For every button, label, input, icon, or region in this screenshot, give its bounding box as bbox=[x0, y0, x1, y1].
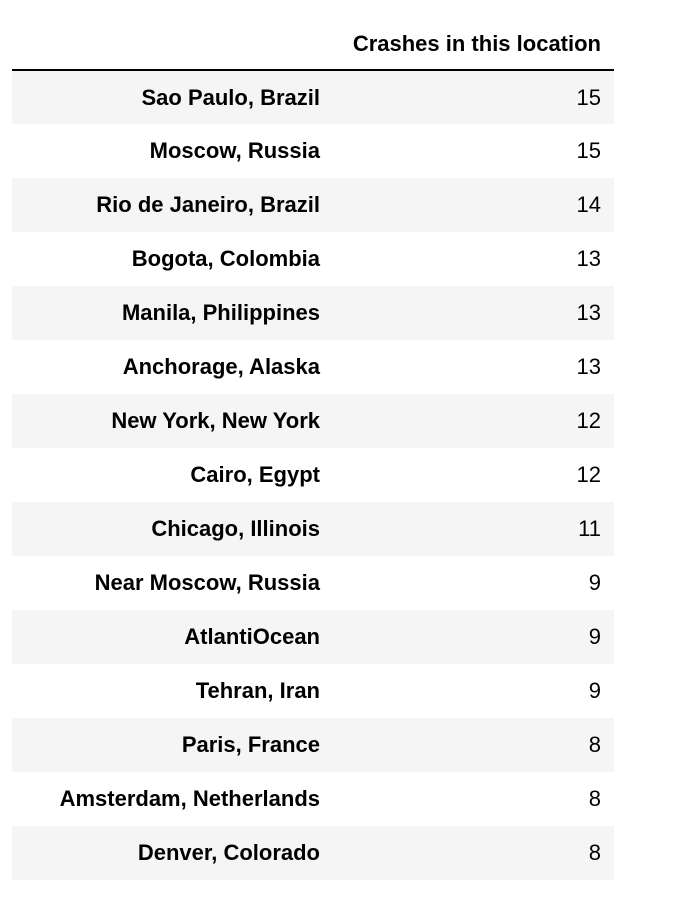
table-row: New York, New York 12 bbox=[12, 394, 614, 448]
table-row: Moscow, Russia 15 bbox=[12, 124, 614, 178]
location-cell: Amsterdam, Netherlands bbox=[59, 786, 320, 811]
crash-count-cell: 11 bbox=[578, 516, 601, 541]
location-cell: Moscow, Russia bbox=[149, 138, 320, 163]
location-cell: Denver, Colorado bbox=[137, 840, 320, 865]
data-table-container: Crashes in this location Sao Paulo, Braz… bbox=[12, 18, 614, 880]
table-row: Paris, France 8 bbox=[12, 718, 614, 772]
table-row: Bogota, Colombia 13 bbox=[12, 232, 614, 286]
crash-locations-table: Crashes in this location Sao Paulo, Braz… bbox=[12, 18, 614, 880]
table-row: Sao Paulo, Brazil 15 bbox=[12, 70, 614, 124]
crash-count-cell: 8 bbox=[588, 840, 601, 865]
location-cell: Cairo, Egypt bbox=[190, 462, 320, 487]
location-cell: Tehran, Iran bbox=[195, 678, 320, 703]
location-cell: Paris, France bbox=[181, 732, 320, 757]
crash-count-cell: 12 bbox=[576, 462, 601, 487]
table-row: Rio de Janeiro, Brazil 14 bbox=[12, 178, 614, 232]
table-row: AtlantiOcean 9 bbox=[12, 610, 614, 664]
table-row: Denver, Colorado 8 bbox=[12, 826, 614, 880]
crash-count-cell: 9 bbox=[588, 570, 601, 595]
location-cell: Manila, Philippines bbox=[121, 300, 320, 325]
table-row: Chicago, Illinois 11 bbox=[12, 502, 614, 556]
location-cell: Near Moscow, Russia bbox=[94, 570, 320, 595]
location-cell: Bogota, Colombia bbox=[131, 246, 320, 271]
table-row: Manila, Philippines 13 bbox=[12, 286, 614, 340]
crash-count-cell: 12 bbox=[576, 408, 601, 433]
crash-count-cell: 8 bbox=[588, 732, 601, 757]
crash-count-cell: 9 bbox=[588, 678, 601, 703]
location-cell: Sao Paulo, Brazil bbox=[141, 84, 321, 110]
crash-count-cell: 9 bbox=[588, 624, 601, 649]
crash-count-cell: 14 bbox=[576, 192, 601, 217]
crashes-column-header: Crashes in this location bbox=[322, 18, 614, 71]
crash-count-cell: 13 bbox=[576, 300, 601, 325]
table-header: Crashes in this location bbox=[12, 18, 614, 71]
location-cell: Rio de Janeiro, Brazil bbox=[96, 192, 320, 217]
crash-count-cell: 15 bbox=[576, 138, 601, 163]
crash-count-cell: 13 bbox=[576, 354, 601, 379]
crash-count-cell: 8 bbox=[588, 786, 601, 811]
table-row: Anchorage, Alaska 13 bbox=[12, 340, 614, 394]
crash-count-cell: 13 bbox=[576, 246, 601, 271]
crash-count-cell: 15 bbox=[576, 84, 601, 110]
location-cell: New York, New York bbox=[111, 408, 320, 433]
location-cell: AtlantiOcean bbox=[184, 624, 320, 649]
header-row: Crashes in this location bbox=[12, 18, 614, 71]
table-row: Amsterdam, Netherlands 8 bbox=[12, 772, 614, 826]
index-column-header bbox=[12, 18, 322, 71]
table-body: Sao Paulo, Brazil 15 Moscow, Russia 15 R… bbox=[12, 70, 614, 880]
table-row: Cairo, Egypt 12 bbox=[12, 448, 614, 502]
location-cell: Anchorage, Alaska bbox=[122, 354, 320, 379]
location-cell: Chicago, Illinois bbox=[151, 516, 320, 541]
table-row: Near Moscow, Russia 9 bbox=[12, 556, 614, 610]
table-row: Tehran, Iran 9 bbox=[12, 664, 614, 718]
